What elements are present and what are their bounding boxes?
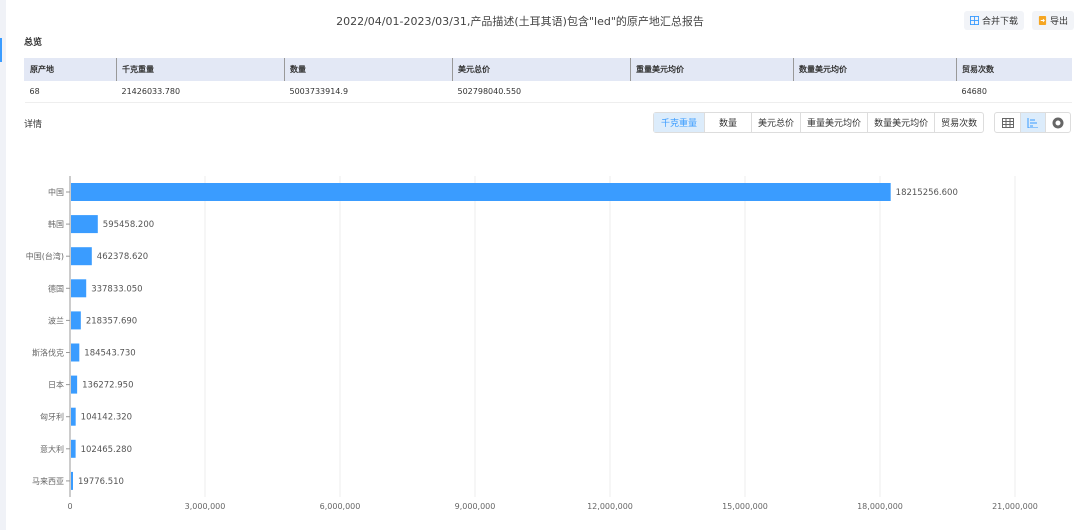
x-tick-label: 9,000,000 — [455, 502, 496, 511]
data-label: 18215256.600 — [896, 188, 958, 198]
bar-view-button[interactable] — [1020, 113, 1045, 132]
bar — [71, 247, 92, 266]
report-title: 2022/04/01-2023/03/31,产品描述(土耳其语)包含"led"的… — [336, 15, 704, 28]
y-tick-label: 中国 — [48, 187, 64, 197]
x-tick-label: 21,000,000 — [992, 502, 1038, 511]
data-label: 218357.690 — [86, 316, 137, 326]
tab-quantity[interactable]: 数量 — [704, 113, 751, 132]
col-header: 数量美元均价 — [793, 58, 957, 81]
tab-total-usd[interactable]: 美元总价 — [751, 113, 800, 132]
merge-download-button[interactable]: 合并下载 — [964, 11, 1025, 30]
x-tick-label: 0 — [67, 502, 72, 511]
export-button[interactable]: 导出 — [1032, 11, 1075, 30]
tab-trade-count[interactable]: 贸易次数 — [934, 113, 983, 132]
y-tick-label: 波兰 — [48, 315, 64, 325]
x-tick-label: 18,000,000 — [857, 502, 903, 511]
cell: 68 — [24, 81, 117, 103]
col-header: 美元总价 — [452, 58, 631, 81]
view-toggle — [994, 112, 1071, 133]
y-tick-label: 斯洛伐克 — [32, 348, 64, 358]
col-header: 重量美元均价 — [630, 58, 794, 81]
x-tick-label: 12,000,000 — [587, 502, 633, 511]
cell: 21426033.780 — [116, 81, 285, 103]
col-header: 原产地 — [24, 58, 117, 81]
donut-view-button[interactable] — [1045, 113, 1070, 132]
y-tick-label: 中国(台湾) — [26, 251, 64, 261]
tab-weight-avg-price[interactable]: 重量美元均价 — [800, 113, 867, 132]
sidebar — [0, 0, 6, 530]
table-icon — [1001, 117, 1014, 128]
overview-heading: 总览 — [24, 38, 43, 48]
data-label: 104142.320 — [81, 413, 132, 423]
bar — [71, 343, 80, 362]
grid-icon — [970, 16, 979, 25]
y-tick-label: 韩国 — [48, 219, 64, 229]
cell: 64680 — [956, 81, 1072, 103]
overview-table: 原产地 千克重量 数量 美元总价 重量美元均价 数量美元均价 贸易次数 68 2… — [24, 58, 1072, 103]
y-tick-label: 日本 — [48, 380, 64, 390]
y-tick-label: 意大利 — [40, 444, 64, 454]
col-header: 贸易次数 — [956, 58, 1072, 81]
data-label: 337833.050 — [91, 284, 142, 294]
tab-weight[interactable]: 千克重量 — [654, 113, 705, 132]
x-tick-label: 3,000,000 — [185, 502, 226, 511]
bar — [71, 183, 891, 201]
bar — [71, 471, 73, 490]
export-label: 导出 — [1050, 17, 1069, 27]
cell: 5003733914.9 — [284, 81, 453, 103]
x-tick-label: 15,000,000 — [722, 502, 768, 511]
bar — [71, 439, 76, 458]
y-tick-label: 德国 — [48, 283, 64, 293]
data-label: 19776.510 — [78, 477, 124, 487]
bar — [71, 407, 76, 426]
data-label: 184543.730 — [84, 349, 135, 359]
merge-download-label: 合并下载 — [982, 17, 1019, 27]
data-label: 462378.620 — [97, 252, 148, 262]
cell: 502798040.550 — [452, 81, 631, 103]
export-file-icon — [1038, 16, 1047, 25]
y-tick-label: 马来西亚 — [32, 477, 64, 486]
col-header: 千克重量 — [116, 58, 285, 81]
bar — [71, 279, 87, 298]
cell — [793, 81, 957, 103]
tab-quantity-avg-price[interactable]: 数量美元均价 — [867, 113, 934, 132]
bar — [71, 311, 81, 330]
donut-icon — [1052, 117, 1064, 128]
details-heading: 详情 — [24, 120, 43, 130]
data-label: 102465.280 — [81, 445, 132, 455]
x-tick-label: 6,000,000 — [320, 502, 361, 511]
bar — [71, 375, 78, 394]
metric-tabs: 千克重量 数量 美元总价 重量美元均价 数量美元均价 贸易次数 — [653, 112, 985, 133]
bar — [71, 215, 98, 234]
data-label: 595458.200 — [103, 220, 154, 230]
col-header: 数量 — [284, 58, 453, 81]
table-view-button[interactable] — [995, 113, 1020, 132]
data-label: 136272.950 — [82, 381, 133, 391]
y-tick-label: 匈牙利 — [40, 412, 64, 422]
sidebar-active-marker — [0, 38, 2, 62]
cell — [630, 81, 794, 103]
table-row: 68 21426033.780 5003733914.9 502798040.5… — [24, 81, 1072, 103]
bar-chart-icon — [1027, 117, 1038, 128]
